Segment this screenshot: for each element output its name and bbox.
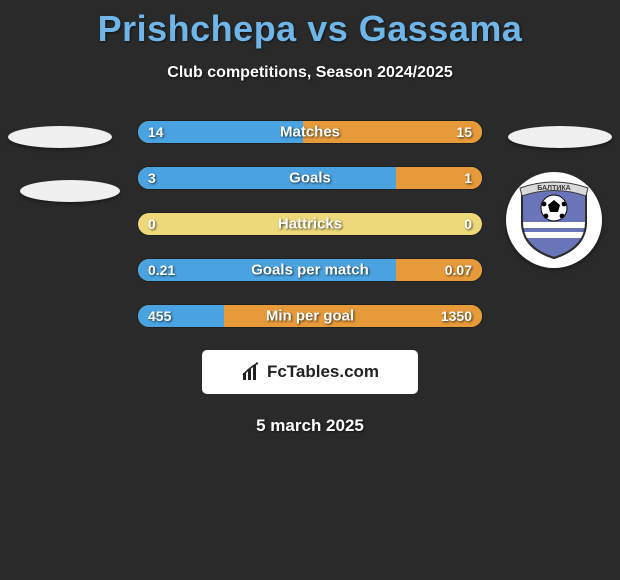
stat-label: Goals (289, 170, 331, 187)
stat-row: 14 Matches 15 (137, 120, 483, 144)
stat-row: 3 Goals 1 (137, 166, 483, 190)
stat-row: 455 Min per goal 1350 (137, 304, 483, 328)
crest-banner-text: БАЛТИКА (537, 185, 570, 192)
page-title: Prishchepa vs Gassama (0, 0, 620, 50)
stat-label: Goals per match (251, 262, 369, 279)
subtitle: Club competitions, Season 2024/2025 (0, 64, 620, 82)
stat-value-right: 1 (464, 170, 472, 186)
stat-label: Matches (280, 124, 340, 141)
stat-value-left: 0.21 (148, 262, 175, 278)
player-left-photo-placeholder-1 (8, 126, 112, 148)
player-left-photo-placeholder-2 (20, 180, 120, 202)
stat-fill-left (138, 167, 396, 189)
stat-value-left: 0 (148, 216, 156, 232)
baltika-crest-icon: БАЛТИКА (512, 178, 596, 262)
date-line: 5 march 2025 (0, 416, 620, 436)
stat-label: Min per goal (266, 308, 354, 325)
stat-value-right: 15 (456, 124, 472, 140)
stat-value-right: 0.07 (445, 262, 472, 278)
stat-value-right: 0 (464, 216, 472, 232)
bar-chart-icon (241, 361, 263, 383)
brand-box[interactable]: FcTables.com (202, 350, 418, 394)
club-crest-right: БАЛТИКА (506, 172, 602, 268)
stat-row: 0.21 Goals per match 0.07 (137, 258, 483, 282)
brand-text: FcTables.com (267, 362, 379, 382)
stat-value-right: 1350 (441, 308, 472, 324)
stat-value-left: 14 (148, 124, 164, 140)
stat-value-left: 3 (148, 170, 156, 186)
player-right-photo-placeholder (508, 126, 612, 148)
stat-row: 0 Hattricks 0 (137, 212, 483, 236)
stat-label: Hattricks (278, 216, 342, 233)
stat-value-left: 455 (148, 308, 171, 324)
